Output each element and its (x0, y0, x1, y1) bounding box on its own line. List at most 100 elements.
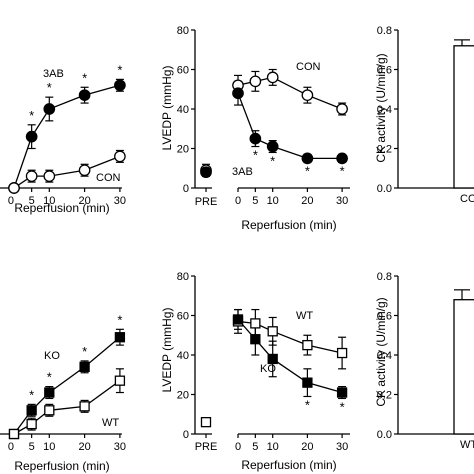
y-tick-label: 80 (177, 271, 189, 283)
x-tick-label: 30 (114, 441, 126, 453)
y-axis-title: LVEDP (mmHg) (160, 308, 174, 393)
series-label-3ab: 3AB (232, 166, 253, 178)
y-tick-label: 0.8 (377, 271, 392, 283)
x-tick-label: 30 (336, 441, 348, 453)
x-tick-label: 10 (43, 195, 55, 207)
x-tick-label: 30 (336, 195, 348, 207)
series-label-wt: WT (296, 310, 313, 322)
y-tick-label: 0.0 (377, 429, 392, 441)
data-point (302, 339, 313, 351)
bar (453, 299, 474, 435)
y-tick-label: 0.8 (377, 25, 392, 37)
panel-ck-wt: CK activity (U/min/g) 0.0 0.2 0.4 0.6 0.8 WT (374, 271, 474, 451)
x-tick-label: 20 (78, 441, 90, 453)
significance-star: * (29, 108, 34, 123)
x-tick-label: 5 (29, 195, 35, 207)
data-point (114, 332, 126, 343)
pre-tick-label: PRE (195, 441, 218, 453)
y-tick-label: 0 (183, 183, 189, 195)
significance-star: * (305, 163, 310, 178)
panel-infarct-ko: KO WT Reperfusion (min) 0 5 10 20 30 * * * * (0, 312, 126, 473)
series-label-con: CON (296, 61, 321, 73)
x-tick-label: 0 (8, 195, 14, 207)
data-point (266, 140, 279, 153)
data-point (200, 166, 212, 179)
x-tick-label: 10 (43, 441, 55, 453)
data-point (336, 152, 348, 165)
x-tick-label: CON (460, 193, 474, 205)
x-tick-label: 20 (301, 195, 313, 207)
significance-star: * (82, 70, 87, 85)
x-tick-label: 5 (29, 441, 35, 453)
data-point (78, 89, 91, 102)
data-point (249, 75, 262, 88)
series-label-3ab: 3AB (43, 68, 64, 80)
data-point (267, 353, 278, 365)
data-point (250, 318, 261, 329)
data-point (25, 130, 38, 143)
y-axis-title: CK activity (U/min/g) (374, 297, 388, 406)
y-axis-title: LVEDP (mmHg) (160, 66, 174, 151)
series-label-ko: KO (44, 350, 60, 362)
x-axis-title: Reperfusion (min) (241, 458, 336, 472)
y-tick-label: 0.6 (377, 65, 392, 77)
data-point (232, 87, 244, 100)
y-tick-label: 0.0 (377, 183, 392, 195)
significance-star: * (117, 62, 122, 77)
y-tick-label: 0.6 (377, 311, 392, 323)
pre-tick-label: PRE (195, 196, 218, 208)
x-tick-label: 0 (8, 441, 14, 453)
panel-lvedp-3ab: LVEDP (mmHg) PRE CON 3AB Reperfusion (mi… (160, 25, 350, 232)
significance-star: * (117, 312, 122, 327)
data-point (250, 334, 261, 345)
data-point (336, 387, 348, 398)
data-point (266, 71, 279, 84)
x-tick-label: 10 (267, 441, 279, 453)
data-point (26, 405, 37, 416)
series-line (237, 319, 343, 394)
y-tick-label: 80 (177, 25, 189, 37)
data-point (301, 152, 314, 165)
y-tick-label: 0.4 (377, 350, 392, 362)
y-tick-label: 0 (183, 429, 189, 441)
significance-star: * (29, 387, 34, 402)
significance-star: * (253, 148, 258, 163)
significance-star: * (340, 163, 345, 178)
significance-star: * (340, 399, 345, 414)
x-tick-label: 20 (78, 195, 90, 207)
x-tick-label: WT (460, 439, 474, 451)
data-point (336, 103, 348, 115)
x-tick-label: 20 (301, 441, 313, 453)
y-tick-label: 60 (177, 311, 189, 323)
x-tick-label: 0 (235, 195, 241, 207)
series-label-con: CON (96, 172, 121, 184)
series-label-ko: KO (260, 363, 276, 375)
data-point (200, 416, 212, 428)
significance-star: * (47, 80, 52, 95)
data-point (43, 170, 56, 182)
data-point (114, 150, 126, 163)
data-point (249, 132, 262, 145)
data-point (79, 361, 90, 373)
significance-star: * (82, 344, 87, 359)
significance-star: * (47, 370, 52, 385)
y-axis-title: CK activity (U/min/g) (374, 53, 388, 162)
data-point (267, 326, 278, 337)
bar (453, 45, 474, 189)
data-point (79, 401, 90, 412)
series-label-wt: WT (102, 417, 119, 429)
y-tick-label: 0.2 (377, 144, 392, 156)
data-point (26, 418, 37, 430)
y-tick-label: 0.2 (377, 390, 392, 402)
x-tick-label: 0 (235, 441, 241, 453)
data-point (44, 387, 55, 398)
data-point (114, 79, 126, 92)
data-point (78, 164, 91, 177)
data-point (8, 182, 20, 194)
panel-lvedp-ko: LVEDP (mmHg) PRE WT KO Reperfusion (min)… (160, 271, 350, 472)
x-tick-label: 30 (114, 195, 126, 207)
significance-star: * (305, 397, 310, 412)
data-point (8, 428, 20, 440)
data-point (336, 347, 348, 359)
